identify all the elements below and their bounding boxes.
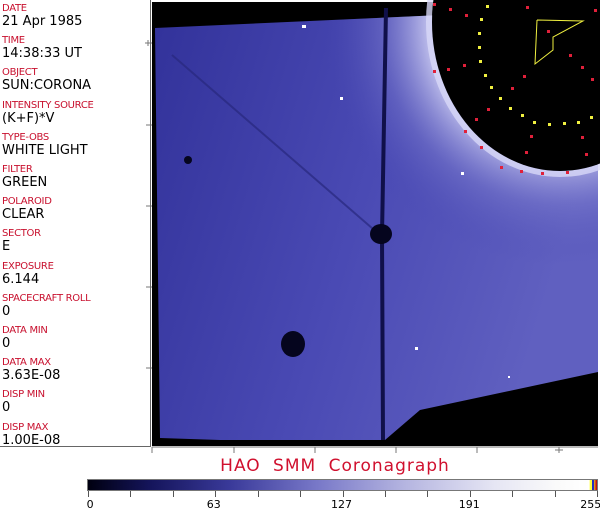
occulting-disk — [432, 0, 600, 171]
colorbar-tick — [384, 491, 386, 497]
colorbar-tick-label: 63 — [206, 498, 221, 511]
star-points — [302, 25, 510, 378]
colorbar-tick — [300, 491, 302, 497]
field-label: DATA MIN — [2, 325, 48, 336]
field-label: TIME — [2, 35, 25, 47]
colorbar — [87, 479, 598, 491]
field-disp-max: DISP MAX 1.00E-08 — [2, 422, 60, 448]
field-label: TYPE-OBS — [2, 131, 49, 143]
field-data-max: DATA MAX 3.63E-08 — [2, 357, 60, 383]
field-label: SPACECRAFT ROLL — [2, 292, 91, 304]
field-value: 6.144 — [2, 271, 40, 287]
colorbar-tick — [342, 491, 344, 497]
field-value: WHITE LIGHT — [2, 142, 88, 158]
field-object: OBJECT SUN:CORONA — [2, 67, 91, 93]
field-label: OBJECT — [2, 67, 38, 79]
pylon-hub — [370, 224, 392, 244]
field-polaroid: POLAROID CLEAR — [2, 196, 52, 222]
field-label: DISP MAX — [2, 421, 49, 433]
field-value: (K+F)*V — [2, 110, 55, 126]
field-data-min: DATA MIN 0 — [2, 325, 48, 351]
grid-markers — [433, 3, 597, 175]
field-date: DATE 21 Apr 1985 — [2, 3, 82, 29]
field-label: DATE — [2, 3, 27, 14]
colorbar-tick-label: 127 — [331, 498, 352, 511]
field-intensity-source: INTENSITY SOURCE (K+F)*V — [2, 100, 94, 126]
axis-ticks — [145, 40, 598, 453]
field-sector: SECTOR E — [2, 228, 41, 254]
field-spacecraft-roll: SPACECRAFT ROLL 0 — [2, 292, 91, 319]
metadata-panel: DATE 21 Apr 1985 TIME 14:38:33 UT OBJECT SUN:… — [0, 0, 151, 448]
field-label: POLAROID — [2, 196, 52, 208]
colorbar-tick — [172, 491, 174, 497]
field-exposure: EXPOSURE 6.144 — [2, 261, 54, 287]
colorbar-tick — [130, 491, 132, 497]
field-value: 0 — [2, 303, 11, 319]
field-value: 3.63E-08 — [2, 368, 61, 384]
field-label: DISP MIN — [2, 389, 45, 401]
colorbar-tick — [554, 491, 556, 497]
field-type-obs: TYPE-OBS WHITE LIGHT — [2, 132, 88, 158]
field-label: DATA MAX — [2, 357, 51, 369]
field-label: INTENSITY SOURCE — [2, 99, 94, 111]
field-filter: FILTER GREEN — [2, 164, 47, 190]
colorbar-tick — [597, 491, 598, 497]
colorbar-tick — [469, 491, 471, 497]
field-value: 0 — [2, 336, 11, 351]
field-time: TIME 14:38:33 UT — [2, 35, 82, 61]
colorbar-tick — [512, 491, 514, 497]
colorbar-tick-label: 0 — [86, 498, 94, 511]
field-value: 1.00E-08 — [2, 432, 61, 448]
instrument-title: HAO SMM Coronagraph — [220, 456, 450, 476]
diffraction-streak — [171, 54, 381, 236]
field-label: FILTER — [2, 164, 33, 175]
field-label: EXPOSURE — [2, 260, 54, 272]
colorbar-tick-label: 191 — [458, 498, 480, 511]
colorbar-tick-label: 255 — [580, 498, 600, 511]
dust-spot — [281, 331, 305, 357]
field-value: 0 — [2, 400, 11, 416]
field-disp-min: DISP MIN 0 — [2, 389, 45, 415]
colorbar-tick — [215, 491, 217, 497]
field-label: SECTOR — [2, 228, 41, 240]
colorbar-tick — [257, 491, 259, 497]
field-value: E — [2, 239, 11, 255]
colorbar-tick — [427, 491, 429, 497]
field-value: 14:38:33 UT — [2, 46, 82, 62]
field-value: CLEAR — [2, 207, 45, 223]
field-value: GREEN — [2, 175, 48, 190]
field-value: 21 Apr 1985 — [2, 14, 83, 29]
colorbar-tick — [88, 491, 89, 497]
field-value: SUN:CORONA — [2, 78, 92, 94]
